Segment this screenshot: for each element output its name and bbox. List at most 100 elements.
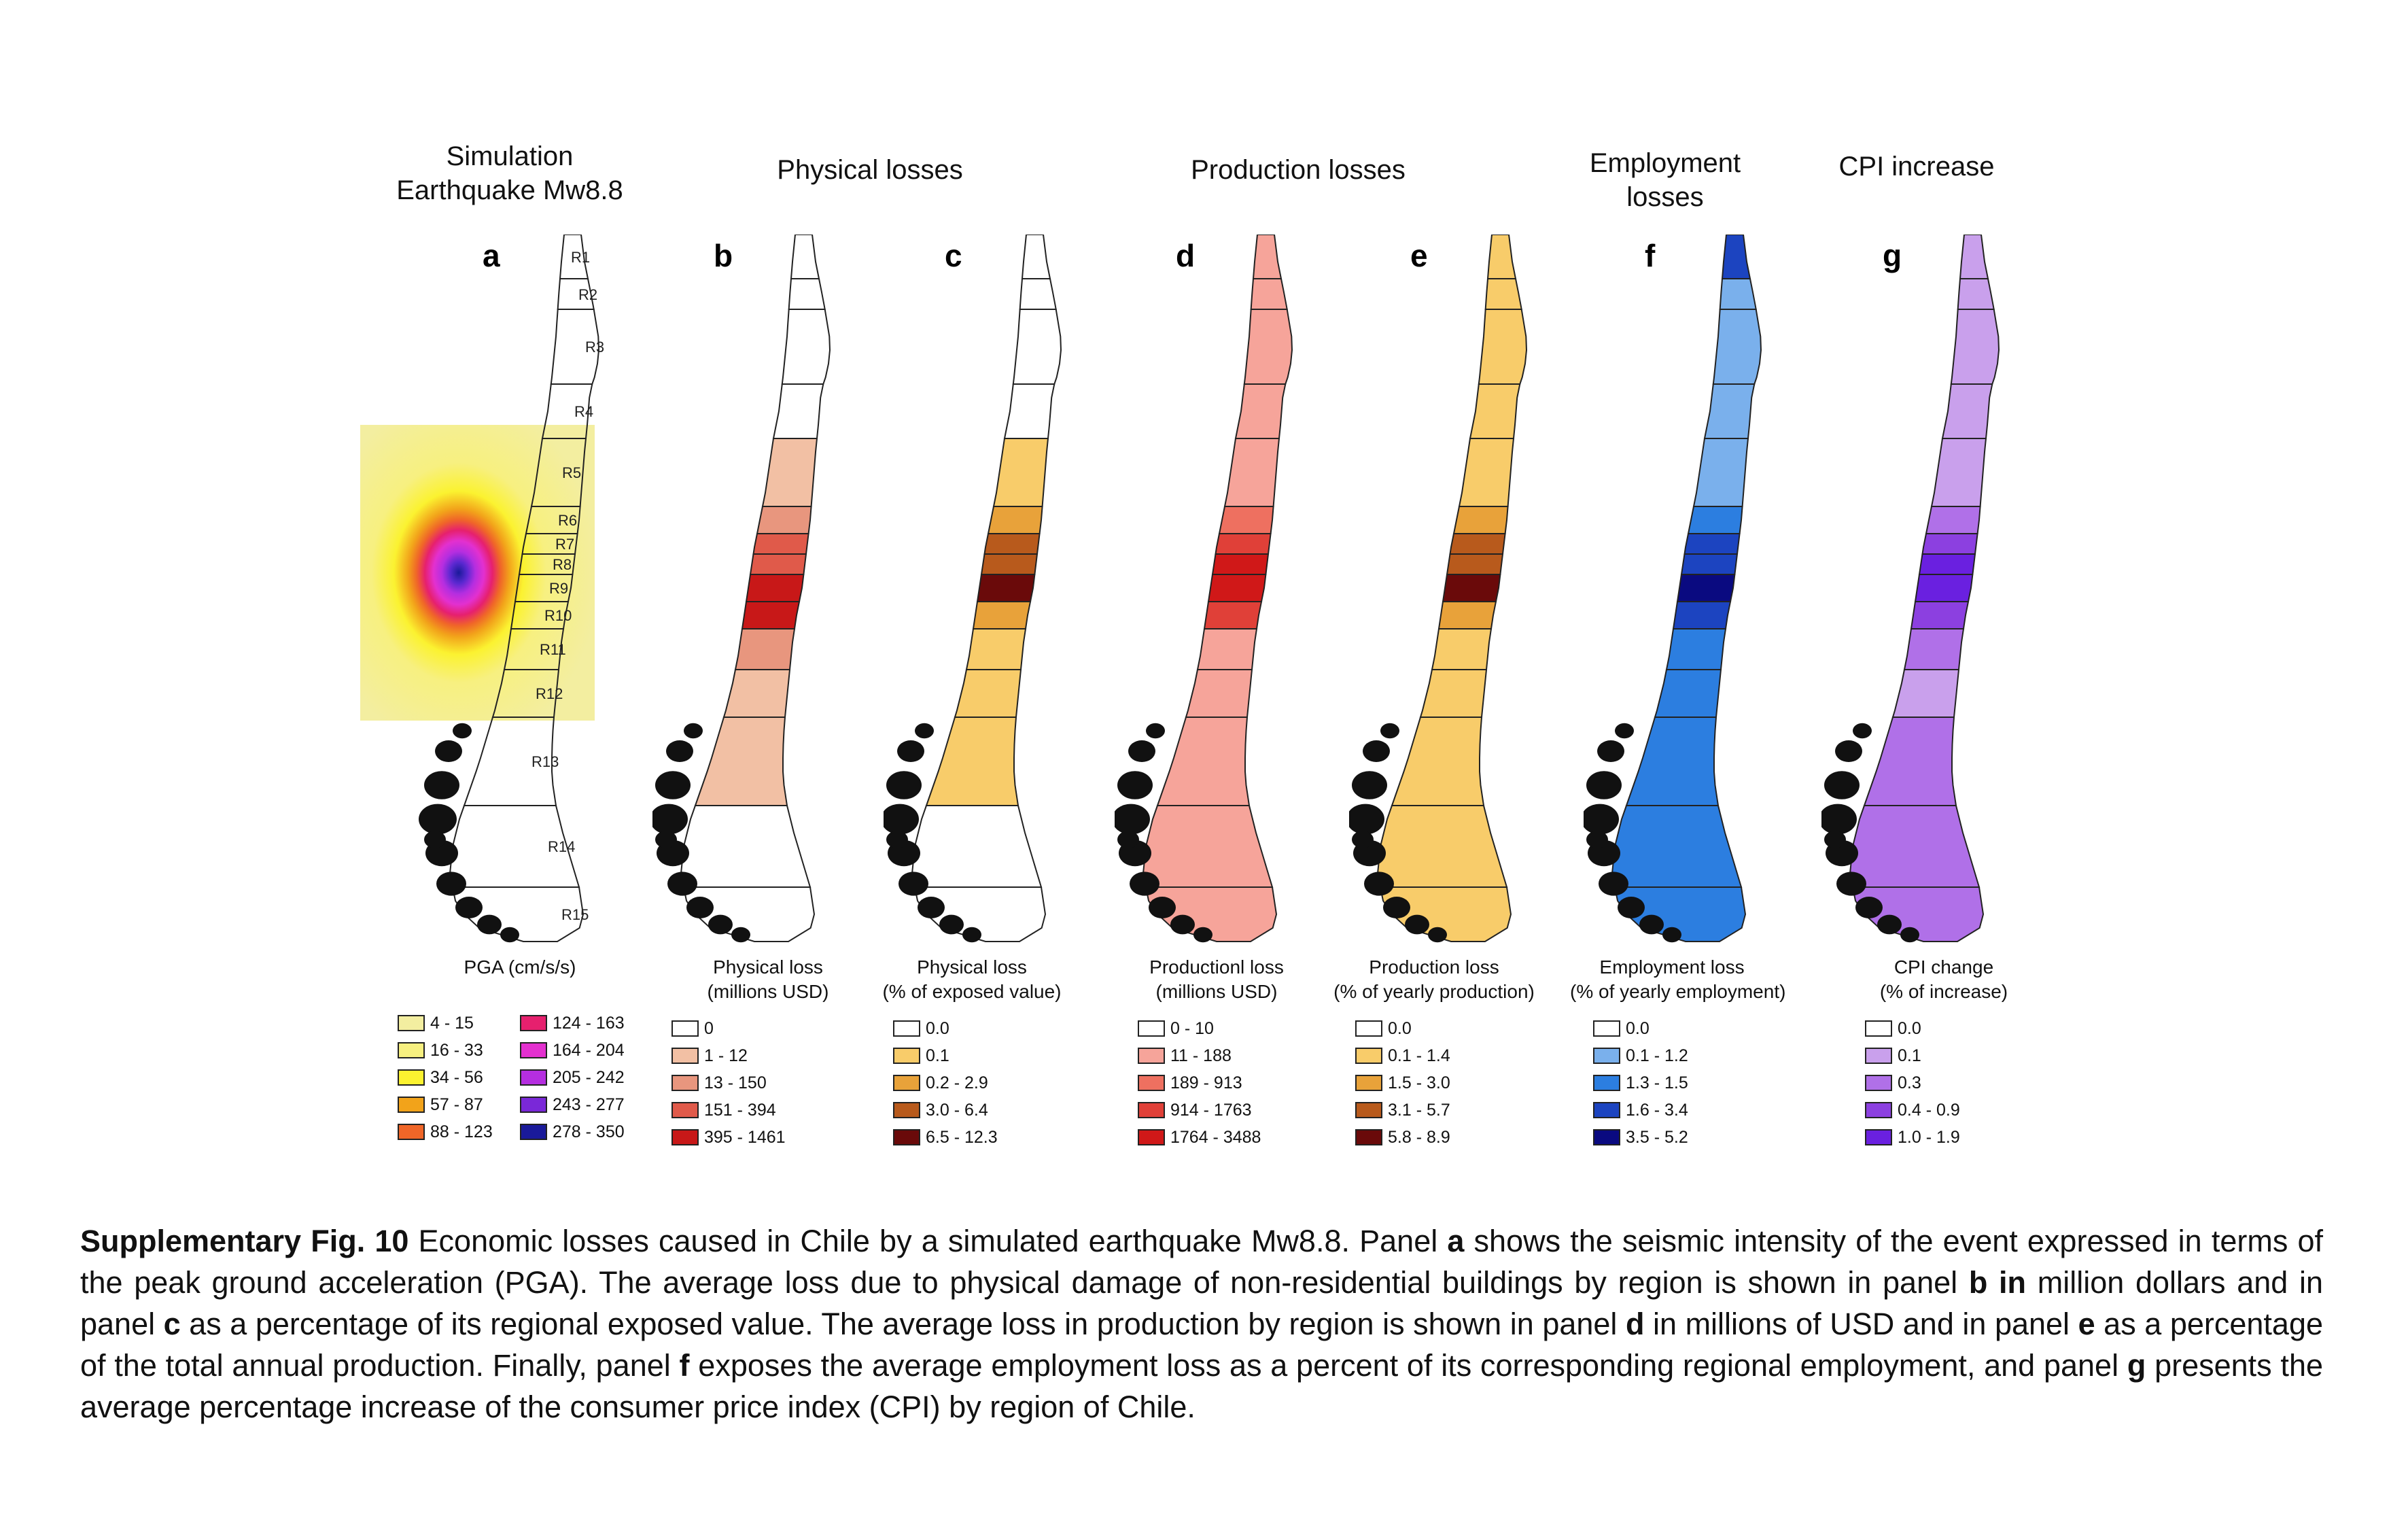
region-2-g <box>1957 278 1995 310</box>
legend-label: 0.0 <box>926 1018 949 1038</box>
region-6-c <box>987 506 1043 534</box>
map-panel-b <box>652 235 831 943</box>
legend-d: Productionl loss (millions USD) 0 - 10 11 -… <box>1115 955 1319 1151</box>
region-4-e <box>1469 383 1521 439</box>
region-14-d <box>1142 805 1274 888</box>
region-12-d <box>1185 669 1253 718</box>
legend-label: 3.0 - 6.4 <box>926 1100 988 1120</box>
legend-label: 1.6 - 3.4 <box>1626 1100 1688 1120</box>
legend-item: 1.0 - 1.9 <box>1842 1124 2046 1151</box>
region-8-e <box>1446 553 1504 575</box>
region-10-d <box>1203 601 1263 629</box>
region-14-b <box>680 805 812 888</box>
region-11-f <box>1665 628 1727 670</box>
region-14-e <box>1376 805 1508 888</box>
region-2-d <box>1250 278 1288 310</box>
legend-item: 205 - 242 <box>520 1064 642 1091</box>
region-4-g <box>1941 383 1993 439</box>
legend-swatch <box>1355 1102 1382 1118</box>
map-panel-e <box>1349 235 1528 943</box>
region-14-f <box>1611 805 1743 888</box>
legend-item: 1.5 - 3.0 <box>1332 1069 1536 1097</box>
region-8-f <box>1680 553 1739 575</box>
legend-item: 243 - 277 <box>520 1091 642 1118</box>
legend-title-line: Productionl loss <box>1149 956 1284 978</box>
legend-swatch <box>893 1075 920 1091</box>
legend-item: 16 - 33 <box>398 1037 520 1064</box>
region-12-c <box>954 669 1022 718</box>
region-1-f <box>1721 235 1751 279</box>
legend-label: 0.3 <box>1898 1073 1921 1092</box>
legend-swatch <box>671 1075 699 1091</box>
legend-items-f: 0.0 0.1 - 1.2 1.3 - 1.5 1.6 - 3.4 3.5 - 5.2 <box>1570 1015 1774 1151</box>
region-7-f <box>1683 533 1741 555</box>
legend-label: 164 - 204 <box>553 1040 625 1060</box>
legend-label: 16 - 33 <box>430 1040 483 1060</box>
region-3-g <box>1950 309 2000 385</box>
region-2-c <box>1019 278 1057 310</box>
region-3-b <box>781 309 831 385</box>
legend-label: 4 - 15 <box>430 1013 474 1033</box>
legend-title-line: Physical loss <box>713 956 823 978</box>
legend-item: 0.1 - 1.4 <box>1332 1042 1536 1069</box>
southern-islands-g <box>1821 723 1919 943</box>
legend-title-line: (% of exposed value) <box>882 981 1062 1002</box>
legend-label: 0 - 10 <box>1170 1018 1214 1038</box>
legend-title-line: CPI change <box>1894 956 1994 978</box>
legend-item: 0.4 - 0.9 <box>1842 1097 2046 1124</box>
legend-swatch <box>1593 1129 1620 1145</box>
legend-swatch <box>1593 1075 1620 1091</box>
legend-label: 13 - 150 <box>704 1073 767 1092</box>
region-12-f <box>1654 669 1722 718</box>
legend-label: 278 - 350 <box>553 1122 625 1141</box>
header-production-losses: Production losses <box>1155 153 1441 187</box>
region-label-6: R6 <box>558 512 577 529</box>
legend-items-b: 0 1 - 12 13 - 150 151 - 394 395 - 1461 <box>666 1015 870 1151</box>
region-2-f <box>1719 278 1757 310</box>
legend-swatch <box>398 1042 425 1058</box>
southern-islands-a <box>419 723 519 943</box>
southern-islands-b <box>652 723 750 943</box>
region-14-c <box>911 805 1043 888</box>
region-11-c <box>965 628 1027 670</box>
region-label-3: R3 <box>585 339 604 356</box>
legend-title-line: (% of increase) <box>1879 981 2008 1002</box>
legend-item: 88 - 123 <box>398 1118 520 1145</box>
legend-label: 88 - 123 <box>430 1122 493 1141</box>
header-b-line1: Physical losses <box>777 155 963 185</box>
map-panel-a: R1 R2 R3 R4 R5 R6 R7 R8 R9 R10 R11 R12 R13 R14 R15 <box>360 235 604 943</box>
legend-swatch <box>398 1097 425 1113</box>
legend-swatch <box>1865 1048 1892 1064</box>
legend-swatch <box>1593 1048 1620 1064</box>
region-1-b <box>790 235 820 279</box>
legend-items-c: 0.0 0.1 0.2 - 2.9 3.0 - 6.4 6.5 - 12.3 <box>870 1015 1074 1151</box>
region-14-g <box>1849 805 1981 888</box>
southern-islands-d <box>1115 723 1212 943</box>
caption-fig-label: Supplementary Fig. 10 <box>80 1224 409 1258</box>
caption-bold-1: a <box>1447 1224 1465 1258</box>
legend-e: Production loss (% of yearly production) 0… <box>1332 955 1536 1151</box>
legend-label: 0.2 - 2.9 <box>926 1073 988 1092</box>
panel-letter-e: e <box>1410 238 1428 273</box>
region-label-10: R10 <box>544 607 572 624</box>
region-label-13: R13 <box>531 753 559 770</box>
region-8-g <box>1918 553 1976 575</box>
legend-item: 1764 - 3488 <box>1115 1124 1319 1151</box>
region-label-12: R12 <box>536 685 563 702</box>
caption-text-4: as a percentage of its regional exposed … <box>180 1307 1626 1341</box>
legend-label: 124 - 163 <box>553 1013 625 1033</box>
region-4-c <box>1003 383 1055 439</box>
legend-swatch <box>893 1048 920 1064</box>
caption-bold-4: d <box>1625 1307 1645 1341</box>
panel-letter-b: b <box>714 238 733 273</box>
region-1-e <box>1486 235 1517 279</box>
legend-label: 205 - 242 <box>553 1067 625 1087</box>
region-3-d <box>1243 309 1293 385</box>
region-6-f <box>1687 506 1743 534</box>
region-10-g <box>1910 601 1970 629</box>
region-11-e <box>1431 628 1493 670</box>
region-9-f <box>1676 574 1736 602</box>
legend-item: 395 - 1461 <box>666 1124 870 1151</box>
caption-text-1: Economic losses caused in Chile by a sim… <box>408 1224 1448 1258</box>
region-7-g <box>1921 533 1978 555</box>
